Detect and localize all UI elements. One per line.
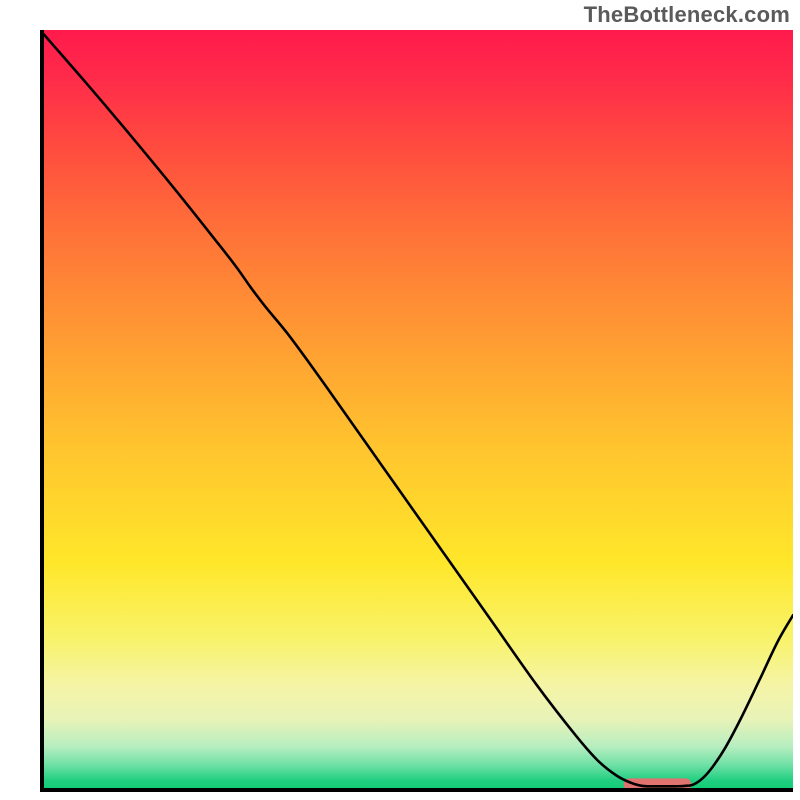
chart-background: [40, 30, 793, 792]
chart-frame: TheBottleneck.com: [0, 0, 800, 800]
plot-area: [40, 30, 793, 792]
bottleneck-chart-svg: [40, 30, 793, 792]
watermark-text: TheBottleneck.com: [584, 2, 790, 28]
